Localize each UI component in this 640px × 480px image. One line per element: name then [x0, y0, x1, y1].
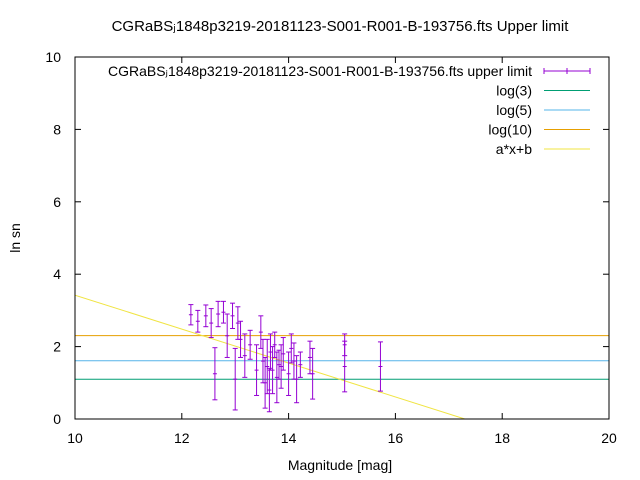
data-point: [203, 304, 209, 328]
data-point: [220, 300, 226, 324]
legend-entry: a*x+b: [496, 141, 590, 157]
data-point: [254, 344, 260, 396]
x-tick-label: 10: [67, 430, 83, 446]
legend-label: CGRaBSⱼ1848p3219-20181123-S001-R001-B-19…: [108, 63, 532, 79]
data-point: [212, 347, 218, 401]
y-tick-label: 4: [53, 266, 61, 282]
data-point: [247, 329, 253, 360]
y-tick-label: 10: [45, 49, 61, 65]
y-tick-label: 8: [53, 121, 61, 137]
legend-label: log(3): [496, 83, 532, 99]
data-point: [224, 313, 230, 358]
axis-ticks: 10 12 14 16 18 20 0 2 4 6 8 10: [45, 49, 617, 446]
y-axis-label: ln sn: [7, 223, 23, 253]
x-tick-label: 18: [494, 430, 510, 446]
data-point: [272, 331, 278, 358]
data-point: [188, 304, 194, 326]
plot-frame: [74, 56, 610, 420]
fit-line: [75, 294, 465, 419]
plot-lines: [75, 294, 609, 419]
x-axis-label: Magnitude [mag]: [288, 457, 392, 473]
y-tick-label: 2: [53, 339, 61, 355]
data-point: [238, 320, 244, 358]
legend-entry: CGRaBSⱼ1848p3219-20181123-S001-R001-B-19…: [108, 63, 591, 79]
x-tick-label: 14: [281, 430, 297, 446]
y-tick-label: 6: [53, 194, 61, 210]
legend: CGRaBSⱼ1848p3219-20181123-S001-R001-B-19…: [108, 63, 591, 157]
data-point: [235, 306, 241, 340]
legend-label: log(5): [496, 102, 532, 118]
series-points: [188, 300, 383, 413]
y-tick-label: 0: [53, 411, 61, 427]
legend-label: a*x+b: [496, 141, 532, 157]
data-point: [286, 351, 292, 396]
data-point: [294, 355, 300, 404]
data-point: [258, 315, 264, 349]
data-point: [232, 347, 238, 411]
legend-label: log(10): [488, 122, 532, 138]
data-point: [310, 347, 316, 400]
legend-entry: log(3): [496, 83, 590, 99]
data-point: [342, 333, 348, 357]
data-point: [230, 302, 236, 329]
data-point: [195, 309, 201, 333]
data-point: [208, 308, 214, 339]
legend-entry: log(5): [496, 102, 590, 118]
x-tick-label: 12: [174, 430, 190, 446]
chart-title: CGRaBSⱼ1848p3219-20181123-S001-R001-B-19…: [112, 18, 570, 35]
data-point: [266, 367, 272, 413]
data-point: [215, 300, 221, 328]
x-tick-label: 16: [388, 430, 404, 446]
x-tick-label: 20: [601, 430, 617, 446]
data-point: [280, 337, 286, 371]
data-point: [377, 341, 383, 392]
data-point: [276, 349, 282, 380]
data-point: [288, 333, 294, 364]
legend-entry: log(10): [488, 122, 590, 138]
data-point: [297, 351, 303, 378]
data-point: [242, 333, 248, 378]
